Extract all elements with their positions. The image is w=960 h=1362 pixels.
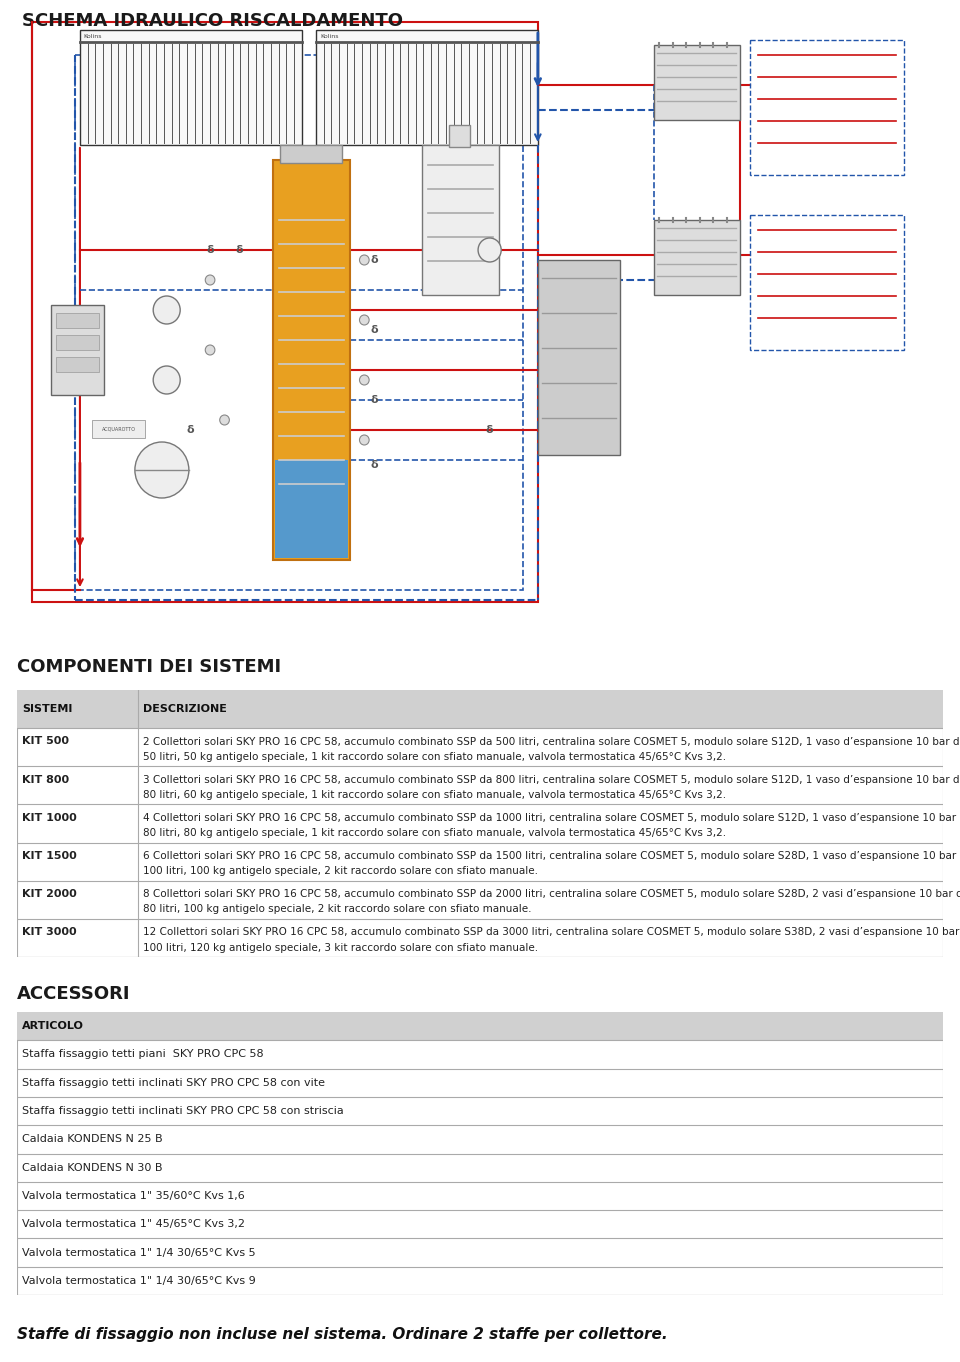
Text: SISTEMI: SISTEMI (22, 704, 72, 714)
Text: 6 Collettori solari SKY PRO 16 CPC 58, accumulo combinato SSP da 1500 litri, cen: 6 Collettori solari SKY PRO 16 CPC 58, a… (143, 851, 960, 861)
Circle shape (154, 366, 180, 394)
Text: 80 litri, 80 kg antigelo speciale, 1 kit raccordo solare con sfiato manuale, val: 80 litri, 80 kg antigelo speciale, 1 kit… (143, 828, 727, 838)
Text: 50 litri, 50 kg antigelo speciale, 1 kit raccordo solare con sfiato manuale, val: 50 litri, 50 kg antigelo speciale, 1 kit… (143, 752, 727, 761)
Bar (654, 221, 740, 296)
Bar (56, 313, 99, 328)
Text: KIT 800: KIT 800 (22, 775, 69, 785)
Bar (32, 22, 538, 602)
Circle shape (359, 434, 370, 445)
Text: Valvola termostatica 1" 35/60°C Kvs 1,6: Valvola termostatica 1" 35/60°C Kvs 1,6 (22, 1190, 245, 1201)
Bar (316, 30, 538, 144)
Circle shape (359, 255, 370, 266)
Bar (750, 39, 904, 174)
Text: COMPONENTI DEI SISTEMI: COMPONENTI DEI SISTEMI (17, 658, 281, 676)
Bar (750, 215, 904, 350)
Circle shape (478, 238, 501, 262)
Text: SCHEMA IDRAULICO RISCALDAMENTO: SCHEMA IDRAULICO RISCALDAMENTO (22, 12, 403, 30)
Text: Staffa fissaggio tetti inclinati SKY PRO CPC 58 con vite: Staffa fissaggio tetti inclinati SKY PRO… (22, 1077, 324, 1088)
Text: Kolins: Kolins (84, 34, 103, 38)
Text: 2 Collettori solari SKY PRO 16 CPC 58, accumulo combinato SSP da 500 litri, cent: 2 Collettori solari SKY PRO 16 CPC 58, a… (143, 737, 960, 746)
Text: δ: δ (206, 245, 214, 255)
Text: KIT 3000: KIT 3000 (22, 928, 77, 937)
Bar (17, 1012, 943, 1041)
Text: 4 Collettori solari SKY PRO 16 CPC 58, accumulo combinato SSP da 1000 litri, cen: 4 Collettori solari SKY PRO 16 CPC 58, a… (143, 813, 960, 823)
Bar (449, 125, 470, 147)
Text: Valvola termostatica 1" 45/65°C Kvs 3,2: Valvola termostatica 1" 45/65°C Kvs 3,2 (22, 1219, 245, 1230)
Bar (654, 45, 740, 120)
Text: δ: δ (371, 326, 378, 335)
Bar (80, 30, 301, 144)
Circle shape (220, 415, 229, 425)
Text: 100 litri, 120 kg antigelo speciale, 3 kit raccordo solare con sfiato manuale.: 100 litri, 120 kg antigelo speciale, 3 k… (143, 943, 539, 952)
Bar (92, 419, 146, 439)
Bar (56, 357, 99, 372)
Text: DESCRIZIONE: DESCRIZIONE (143, 704, 227, 714)
Bar (273, 159, 349, 560)
Text: Valvola termostatica 1" 1/4 30/65°C Kvs 9: Valvola termostatica 1" 1/4 30/65°C Kvs … (22, 1276, 255, 1286)
Text: KIT 1500: KIT 1500 (22, 851, 77, 861)
Bar (51, 305, 104, 395)
Text: 80 litri, 60 kg antigelo speciale, 1 kit raccordo solare con sfiato manuale, val: 80 litri, 60 kg antigelo speciale, 1 kit… (143, 790, 727, 799)
Text: ACCESSORI: ACCESSORI (17, 985, 131, 1002)
Text: δ: δ (486, 425, 493, 434)
Text: Kolins: Kolins (320, 34, 339, 38)
Text: Staffa fissaggio tetti piani  SKY PRO CPC 58: Staffa fissaggio tetti piani SKY PRO CPC… (22, 1050, 264, 1060)
Bar (280, 144, 342, 163)
Circle shape (205, 275, 215, 285)
Text: KIT 1000: KIT 1000 (22, 813, 77, 823)
Text: Caldaia KONDENS N 30 B: Caldaia KONDENS N 30 B (22, 1163, 162, 1173)
Text: Staffe di fissaggio non incluse nel sistema. Ordinare 2 staffe per collettore.: Staffe di fissaggio non incluse nel sist… (17, 1327, 668, 1342)
Text: ARTICOLO: ARTICOLO (22, 1022, 84, 1031)
Text: KIT 500: KIT 500 (22, 737, 69, 746)
Text: ACQUAROTTO: ACQUAROTTO (102, 426, 135, 432)
Circle shape (205, 345, 215, 355)
Circle shape (154, 296, 180, 324)
Text: 8 Collettori solari SKY PRO 16 CPC 58, accumulo combinato SSP da 2000 litri, cen: 8 Collettori solari SKY PRO 16 CPC 58, a… (143, 889, 960, 899)
Text: 100 litri, 100 kg antigelo speciale, 2 kit raccordo solare con sfiato manuale.: 100 litri, 100 kg antigelo speciale, 2 k… (143, 866, 539, 876)
Text: Caldaia KONDENS N 25 B: Caldaia KONDENS N 25 B (22, 1135, 162, 1144)
Text: KIT 2000: KIT 2000 (22, 889, 77, 899)
Text: 80 litri, 100 kg antigelo speciale, 2 kit raccordo solare con sfiato manuale.: 80 litri, 100 kg antigelo speciale, 2 ki… (143, 904, 532, 914)
Bar (538, 260, 620, 455)
Text: δ: δ (235, 245, 243, 255)
Text: δ: δ (371, 460, 378, 470)
Bar (275, 460, 348, 558)
Circle shape (135, 443, 189, 498)
Text: δ: δ (371, 255, 378, 266)
Text: 3 Collettori solari SKY PRO 16 CPC 58, accumulo combinato SSP da 800 litri, cent: 3 Collettori solari SKY PRO 16 CPC 58, a… (143, 775, 960, 785)
Text: Staffa fissaggio tetti inclinati SKY PRO CPC 58 con striscia: Staffa fissaggio tetti inclinati SKY PRO… (22, 1106, 344, 1115)
Bar (75, 54, 523, 590)
Text: 12 Collettori solari SKY PRO 16 CPC 58, accumulo combinato SSP da 3000 litri, ce: 12 Collettori solari SKY PRO 16 CPC 58, … (143, 928, 960, 937)
Circle shape (359, 315, 370, 326)
Text: Valvola termostatica 1" 1/4 30/65°C Kvs 5: Valvola termostatica 1" 1/4 30/65°C Kvs … (22, 1248, 255, 1257)
Bar (17, 691, 943, 729)
Circle shape (359, 375, 370, 385)
Bar (422, 144, 499, 296)
Text: δ: δ (187, 425, 195, 434)
Text: δ: δ (371, 395, 378, 405)
Bar (56, 335, 99, 350)
